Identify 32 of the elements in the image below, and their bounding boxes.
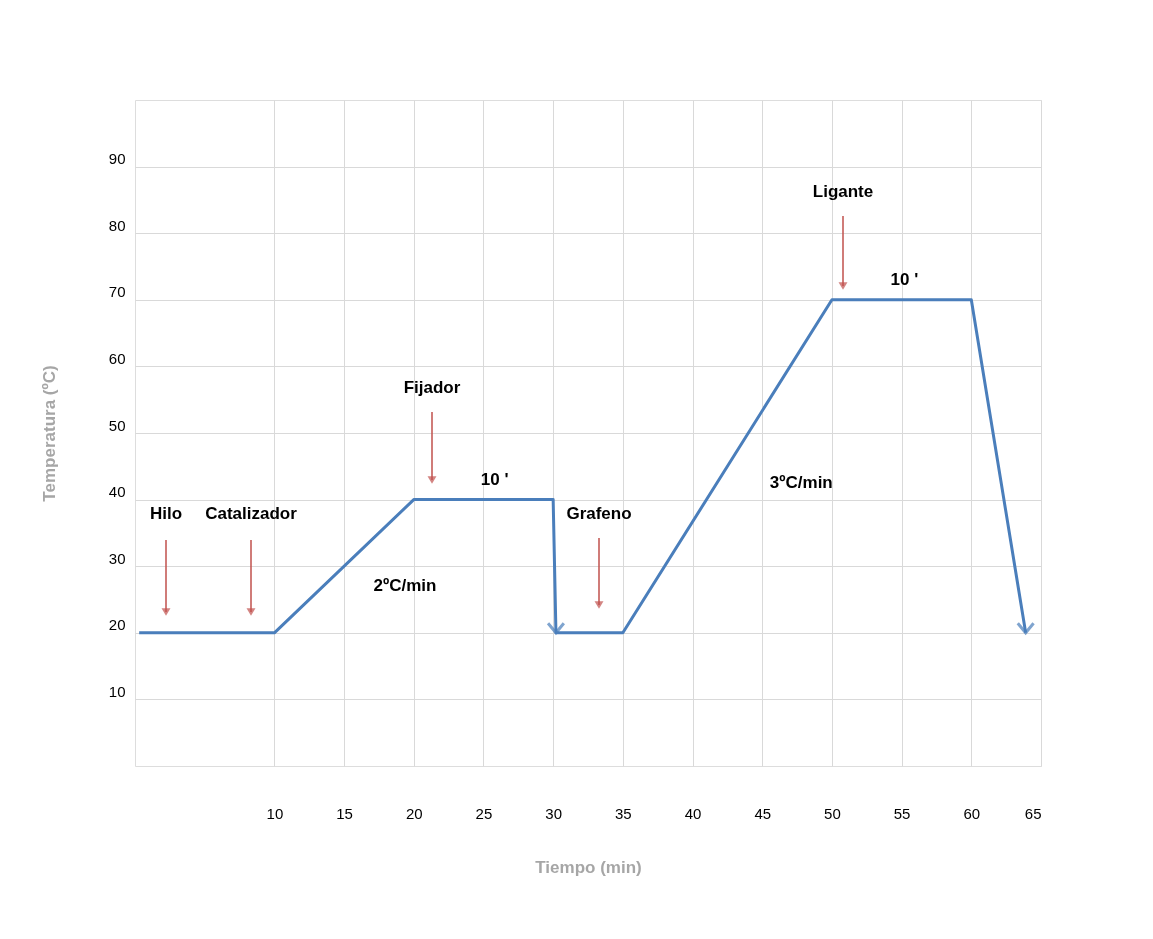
y-tick-label: 50 — [108, 416, 126, 434]
x-tick-label: 65 — [1024, 804, 1042, 822]
annotation: Fijador — [403, 378, 461, 397]
x-tick-label: 10 — [266, 804, 284, 822]
annotation: Catalizador — [205, 504, 298, 523]
annotation: 10 ' — [890, 269, 919, 289]
y-tick-label: 20 — [108, 616, 126, 634]
y-tick-label: 10 — [108, 682, 126, 700]
x-tick-label: 35 — [615, 804, 632, 822]
annotation: Hilo — [149, 504, 183, 523]
y-tick-label: 30 — [108, 549, 126, 567]
x-tick-label: 60 — [963, 804, 981, 822]
x-tick-label: 15 — [336, 804, 353, 822]
annotation: 10 ' — [480, 469, 509, 489]
x-axis-title: Tiempo (min) — [535, 857, 642, 877]
y-tick-label: 60 — [108, 349, 126, 367]
x-tick-label: 30 — [545, 804, 562, 822]
x-tick-label: 50 — [824, 804, 841, 822]
x-tick-label: 55 — [893, 804, 911, 822]
annotation: Ligante — [812, 182, 874, 201]
y-axis-title: Temperatura (ºC) — [39, 365, 59, 502]
x-tick-label: 25 — [475, 804, 493, 822]
y-tick-label: 70 — [108, 283, 126, 301]
x-tick-label: 40 — [684, 804, 702, 822]
annotation: 2ºC/min — [373, 575, 437, 595]
y-tick-label: 90 — [108, 150, 126, 168]
y-tick-label: 40 — [108, 483, 126, 501]
annotation: 3ºC/min — [769, 473, 833, 492]
x-tick-label: 20 — [405, 804, 423, 822]
y-tick-label: 80 — [108, 216, 126, 234]
x-tick-label: 45 — [754, 804, 772, 822]
annotation: Grafeno — [566, 504, 632, 523]
